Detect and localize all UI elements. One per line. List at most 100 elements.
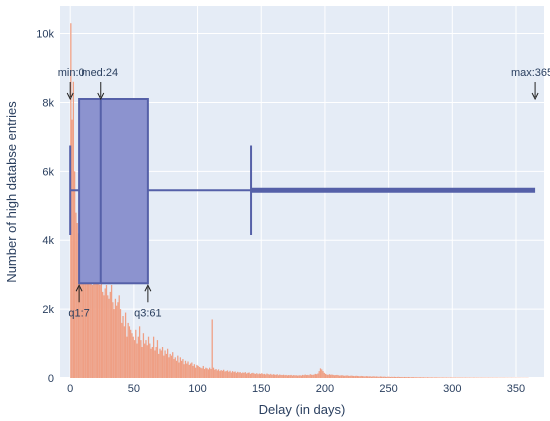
histogram-bar: [201, 368, 203, 378]
histogram-bar: [256, 373, 258, 378]
histogram-bar: [302, 374, 304, 378]
histogram-bar: [380, 376, 383, 378]
iqr-box: [78, 98, 149, 285]
x-tick-label: 300: [443, 383, 461, 395]
histogram-bar: [128, 326, 131, 378]
histogram-bar: [389, 376, 392, 378]
histogram-bar: [305, 375, 308, 378]
histogram-bar: [280, 374, 282, 378]
histogram-bar: [243, 372, 245, 378]
histogram-bar: [127, 322, 129, 378]
histogram-bar: [384, 376, 387, 378]
histogram-bar: [133, 340, 136, 378]
histogram-bar: [104, 288, 106, 378]
histogram-bar: [366, 376, 369, 378]
histogram-bar: [317, 373, 319, 378]
histogram-bar: [295, 375, 297, 378]
histogram-bar: [160, 350, 162, 378]
annotation-label: max:365: [511, 67, 550, 79]
histogram-bar: [76, 223, 78, 378]
histogram-bar: [369, 376, 371, 378]
histogram-bar: [337, 375, 339, 378]
histogram-bar: [203, 369, 206, 378]
histogram-bar: [444, 377, 446, 378]
histogram-bars: [70, 23, 529, 379]
histogram-bar: [277, 375, 280, 378]
histogram-bar: [351, 375, 353, 378]
histogram-bar: [93, 271, 95, 378]
histogram-bar: [175, 360, 178, 378]
histogram-bar: [215, 369, 217, 378]
histogram-bar: [309, 374, 311, 378]
histogram-bar: [214, 369, 216, 378]
histogram-bar: [355, 375, 357, 378]
histogram-bar: [276, 374, 278, 378]
histogram-bar: [408, 377, 411, 378]
histogram-bar: [94, 281, 96, 378]
histogram-bar: [361, 376, 364, 378]
histogram-bar: [234, 371, 236, 378]
histogram-bar: [96, 250, 99, 378]
histogram-bar: [272, 374, 274, 378]
histogram-bar: [423, 377, 425, 378]
histogram-bar: [318, 371, 320, 378]
histogram-bar: [335, 375, 337, 378]
histogram-bar: [211, 319, 213, 378]
histogram-bar: [442, 377, 444, 378]
histogram-bar: [149, 343, 151, 378]
histogram-bar: [364, 376, 366, 378]
histogram-bar: [226, 370, 229, 378]
annotation-arrowhead: [144, 284, 152, 292]
histogram-bar: [163, 355, 165, 378]
histogram-bar: [416, 377, 418, 378]
histogram-bar: [433, 377, 435, 378]
histogram-bar: [307, 374, 309, 378]
histogram-bar: [265, 374, 267, 378]
histogram-bar: [388, 376, 390, 378]
histogram-bar: [144, 343, 146, 378]
histogram-bar: [244, 372, 246, 378]
histogram-bar: [359, 376, 361, 378]
histogram-bar: [95, 278, 97, 378]
histogram-bar: [268, 374, 271, 378]
histogram-bar: [342, 375, 345, 378]
histogram-bar: [314, 373, 317, 378]
histogram-bar: [161, 347, 164, 378]
histogram-bar: [100, 257, 103, 378]
histogram-bar: [245, 373, 248, 378]
histogram-bar: [242, 372, 244, 378]
histogram-bar: [287, 375, 290, 378]
annotation-label: q1:7: [68, 307, 89, 319]
histogram-bar: [360, 375, 362, 378]
histogram-bar: [132, 336, 134, 378]
histogram-bar: [344, 375, 346, 378]
histogram-bar: [322, 371, 324, 378]
histogram-bar: [71, 119, 73, 379]
histogram-bar: [131, 333, 133, 378]
histogram-bar: [136, 343, 138, 378]
histogram-bar: [224, 371, 226, 378]
histogram-bar: [358, 376, 360, 378]
histogram-bar: [253, 373, 255, 378]
histogram-bar: [172, 352, 174, 378]
histogram-bar: [383, 376, 385, 378]
histogram-bar: [434, 377, 436, 378]
histogram-bar: [155, 347, 157, 378]
histogram-bar: [130, 329, 132, 378]
histogram-bar: [406, 377, 408, 378]
histogram-bar: [91, 285, 94, 378]
histogram-bar: [321, 369, 323, 378]
histogram-bar: [89, 278, 91, 378]
histogram-bar: [370, 376, 373, 378]
histogram-bar: [397, 376, 399, 378]
histogram-bar: [400, 377, 402, 378]
histogram-bar: [275, 374, 277, 378]
histogram-bar: [233, 372, 235, 378]
histogram-bar: [122, 316, 124, 378]
histogram-bar: [356, 375, 359, 378]
histogram-bar: [202, 365, 204, 378]
histogram-bar: [449, 377, 452, 378]
histogram-bar: [72, 81, 75, 379]
histogram-bar: [249, 373, 252, 378]
histogram-bar: [123, 326, 125, 378]
